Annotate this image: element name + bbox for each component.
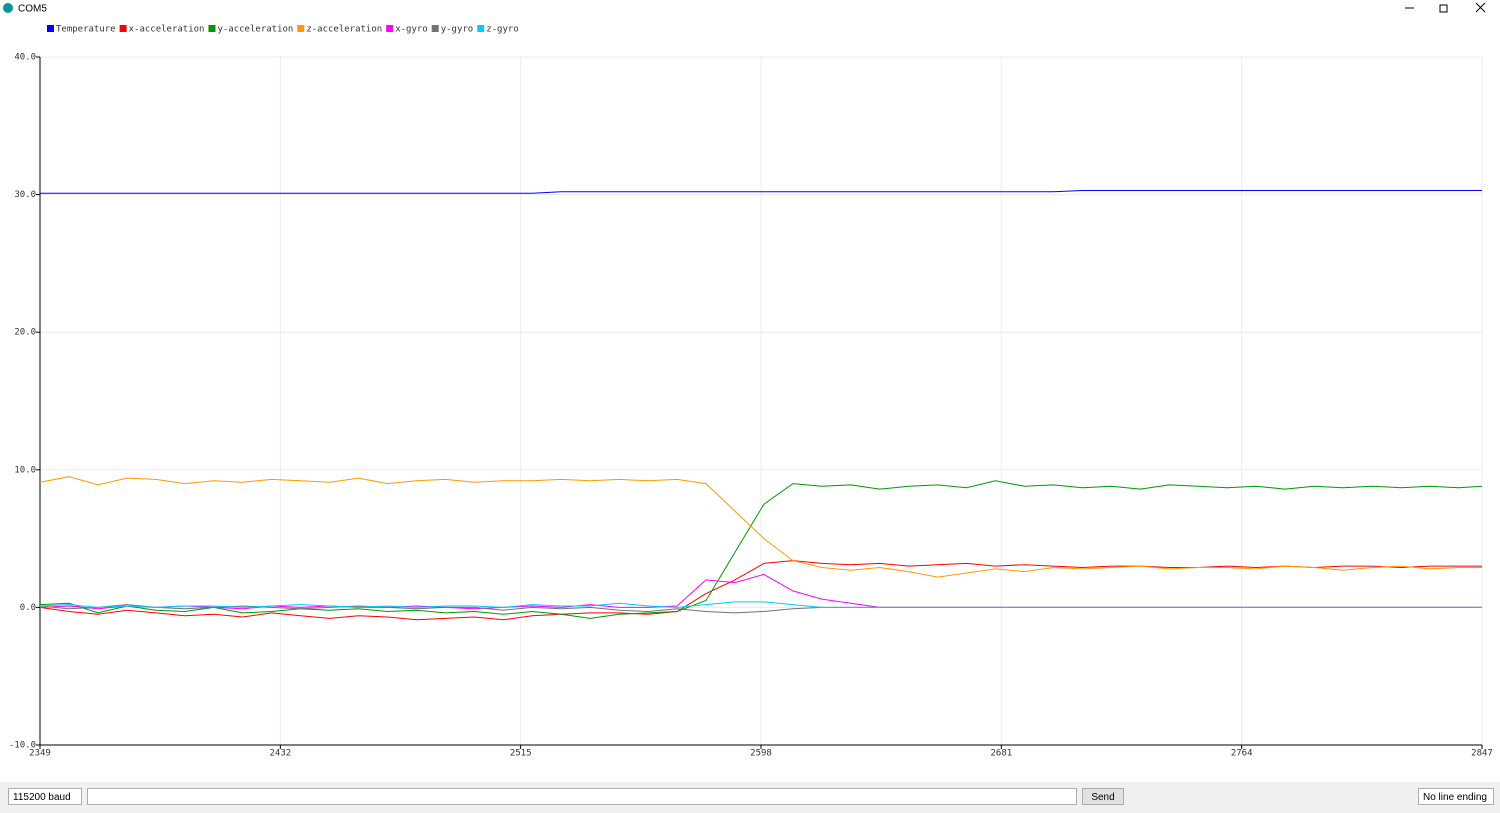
legend-swatch: [477, 25, 485, 32]
plot-area: COM5 Temperature x-acceleration y-accelera…: [3, 2, 1493, 759]
send-button[interactable]: Send: [1082, 788, 1124, 805]
legend-swatch: [297, 25, 305, 32]
legend-label: x-gyro: [395, 25, 428, 35]
app-icon: [3, 3, 13, 13]
y-tick-label: 10.0: [14, 465, 36, 475]
x-tick-label: 2515: [510, 749, 532, 759]
line-ending-select[interactable]: No line ending: [1418, 788, 1494, 805]
y-tick-label: -10.0: [9, 741, 36, 751]
restore-button[interactable]: [1439, 4, 1448, 13]
legend-label: y-acceleration: [217, 25, 293, 35]
x-tick-label: 2847: [1471, 749, 1493, 759]
y-tick-label: 20.0: [14, 328, 36, 338]
window-title: COM5: [18, 4, 47, 15]
legend-swatch: [431, 25, 439, 32]
y-tick-label: 30.0: [14, 190, 36, 200]
legend-swatch: [47, 25, 54, 32]
legend: Temperature x-acceleration y-acceleration z…: [47, 25, 519, 35]
x-tick-label: 2349: [29, 749, 51, 759]
close-button[interactable]: [1475, 2, 1486, 13]
legend-label: y-gyro: [441, 25, 474, 35]
legend-swatch: [208, 25, 216, 32]
x-tick-label: 2432: [269, 749, 291, 759]
series-line: [39, 476, 1482, 578]
series-line: [39, 560, 1482, 621]
legend-label: z-gyro: [486, 25, 519, 35]
x-tick-label: 2598: [750, 749, 772, 759]
baud-select[interactable]: 115200 baud: [8, 788, 82, 805]
legend-label: x-acceleration: [129, 25, 205, 35]
legend-label: Temperature: [56, 25, 116, 35]
series-line: [39, 480, 1483, 619]
legend-swatch: [119, 25, 127, 32]
serial-input[interactable]: [87, 788, 1077, 805]
x-tick-label: 2764: [1231, 749, 1253, 759]
legend-swatch: [386, 25, 394, 32]
legend-label: z-acceleration: [306, 25, 382, 35]
series-line: [40, 190, 1482, 194]
x-tick-label: 2681: [990, 749, 1012, 759]
y-tick-label: 40.0: [14, 53, 36, 63]
y-tick-label: 0.0: [20, 603, 36, 613]
series-line: [39, 601, 1482, 608]
